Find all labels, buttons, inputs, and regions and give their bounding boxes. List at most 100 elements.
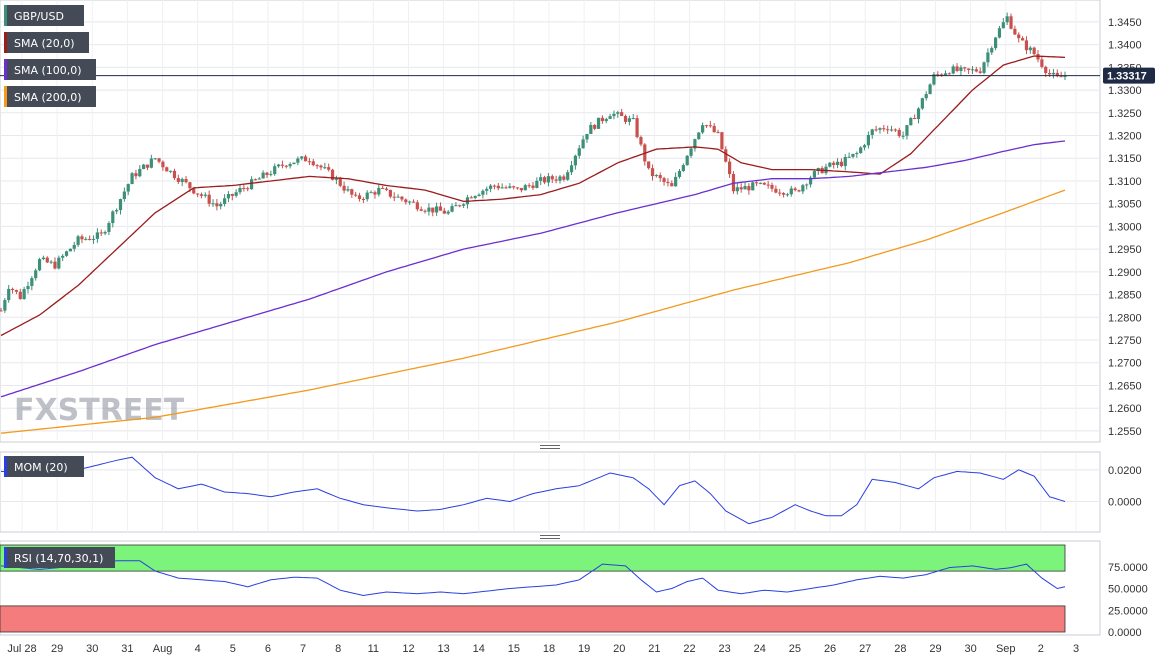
candle-body <box>886 129 890 131</box>
candle-body <box>585 133 589 140</box>
candle-body <box>369 192 373 194</box>
candle-body <box>1005 16 1009 23</box>
candle-body <box>515 187 520 189</box>
candle-body <box>388 189 392 197</box>
price-tick-label: 1.3450 <box>1108 17 1142 29</box>
candle-body <box>936 74 940 76</box>
candle-body <box>95 232 99 239</box>
candle-body <box>80 236 84 240</box>
candle-body <box>280 164 285 166</box>
legend-sma100[interactable]: SMA (100,0) <box>4 59 96 80</box>
rsi-tick-label: 0.0000 <box>1108 627 1142 639</box>
legend-sma20-label: SMA (20,0) <box>14 37 75 50</box>
candle-body <box>781 193 786 195</box>
candle-body <box>10 288 15 291</box>
candle-body <box>1055 72 1059 77</box>
candle-body <box>34 270 38 279</box>
candle-body <box>905 125 909 136</box>
candle-body <box>249 179 254 190</box>
candle-body <box>832 162 836 165</box>
legend-rsi[interactable]: RSI (14,70,30,1) <box>4 547 115 568</box>
x-tick-label: 6 <box>265 643 271 655</box>
candle-body <box>681 165 685 171</box>
price-tick-label: 1.2850 <box>1108 290 1142 302</box>
candle-body <box>400 196 404 200</box>
candle-body <box>303 156 308 162</box>
momentum-panel <box>0 451 1101 533</box>
candle-body <box>978 71 982 73</box>
price-tick-label: 1.2900 <box>1108 267 1142 279</box>
candle-body <box>84 238 88 240</box>
candle-body <box>704 125 709 127</box>
candle-body <box>492 185 497 187</box>
price-tick-label: 1.3150 <box>1108 153 1142 165</box>
candle-body <box>670 183 674 187</box>
candle-body <box>754 182 759 184</box>
candle-body <box>901 135 905 137</box>
candle-body <box>469 197 473 199</box>
candle-body <box>273 166 277 175</box>
candle-body <box>485 188 489 191</box>
rsi-tick-label: 50.0000 <box>1108 584 1148 596</box>
candle-body <box>265 172 269 176</box>
indicator-lines <box>0 55 1066 597</box>
candle-body <box>134 173 138 177</box>
legend-sma20[interactable]: SMA (20,0) <box>4 32 89 53</box>
candle-body <box>157 158 161 162</box>
candle-body <box>697 132 701 140</box>
candle-body <box>940 74 944 76</box>
candle-body <box>338 178 342 186</box>
candle-body <box>211 203 215 205</box>
legend-gbpusd[interactable]: GBP/USD <box>4 5 84 26</box>
candle-body <box>843 156 847 167</box>
legend-mom[interactable]: MOM (20) <box>4 456 84 477</box>
candle-body <box>196 193 200 195</box>
candle-body <box>897 129 901 136</box>
candle-body <box>859 147 863 154</box>
candle-body <box>473 195 477 198</box>
price-tick-label: 1.3250 <box>1108 108 1142 120</box>
candle-body <box>72 244 76 249</box>
candle-body <box>566 172 570 180</box>
legend-sma200[interactable]: SMA (200,0) <box>4 86 96 107</box>
candle-body <box>677 170 682 177</box>
candle-body <box>88 238 92 240</box>
candle-body <box>581 139 585 149</box>
candle-body <box>959 67 963 71</box>
candle-body <box>793 188 797 191</box>
price-tick-label: 1.3050 <box>1108 199 1142 211</box>
x-tick-label: 23 <box>719 643 731 655</box>
candle-body <box>404 199 408 203</box>
candle-body <box>828 162 832 167</box>
candle-body <box>554 179 558 181</box>
y-axis-labels: 1.34501.34001.33501.33001.32501.32001.31… <box>1108 17 1148 639</box>
price-tick-label: 1.3100 <box>1108 176 1142 188</box>
candle-body <box>64 251 69 256</box>
candle-body <box>392 196 396 198</box>
candle-body <box>327 167 331 170</box>
oscillator-gridlines <box>0 452 1100 532</box>
candle-body <box>789 188 793 195</box>
candle-body <box>188 182 192 189</box>
candle-body <box>720 132 724 150</box>
candle-body <box>68 248 72 252</box>
candle-body <box>45 257 49 263</box>
candle-body <box>1013 28 1017 35</box>
candle-body <box>145 164 150 168</box>
candle-body <box>797 190 801 192</box>
rsi-resize-handle[interactable] <box>540 535 560 539</box>
price-panel <box>0 0 1101 443</box>
candle-body <box>234 192 238 196</box>
x-tick-label: 12 <box>402 643 414 655</box>
candle-body <box>542 177 547 183</box>
candle-body <box>1040 59 1044 67</box>
candle-body <box>527 185 531 187</box>
candle-body <box>839 161 844 167</box>
momentum-resize-handle[interactable] <box>540 445 560 449</box>
candle-body <box>458 205 462 207</box>
candle-body <box>920 98 924 109</box>
candle-body <box>593 124 597 129</box>
candle-body <box>947 73 951 75</box>
candle-body <box>76 236 80 245</box>
candle-body <box>693 139 697 149</box>
